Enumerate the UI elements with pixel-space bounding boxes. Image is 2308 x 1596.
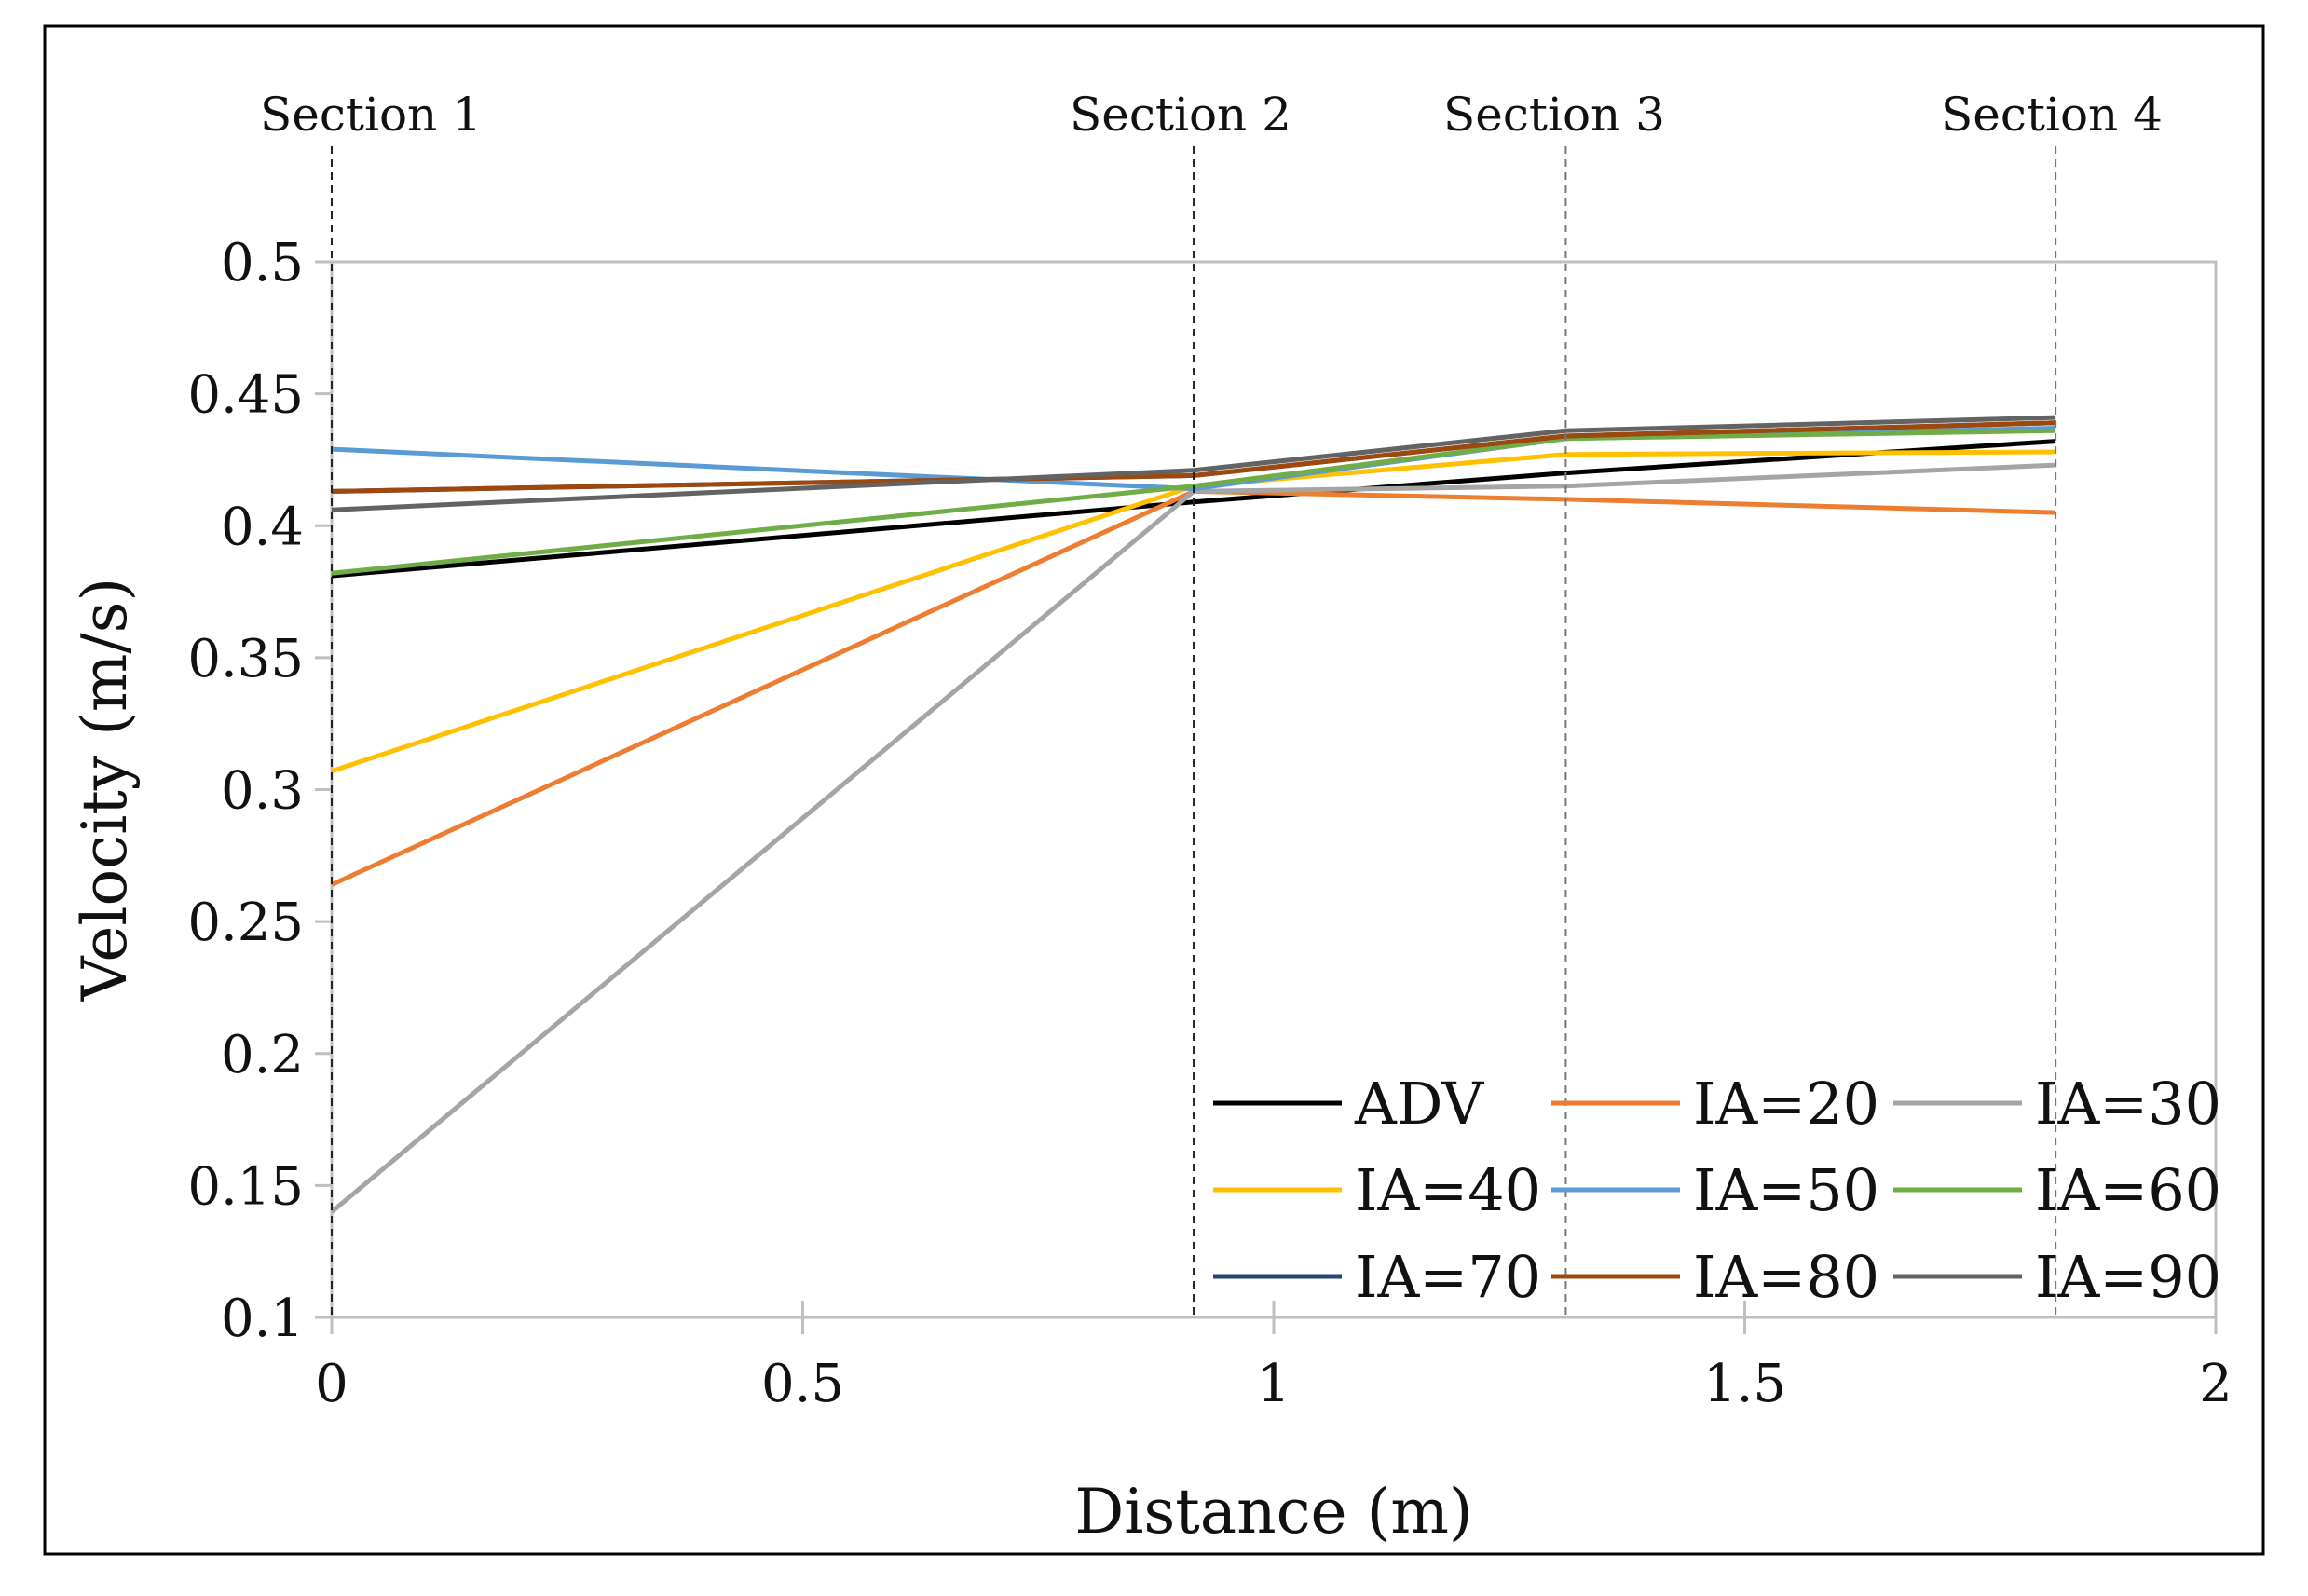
y-tick-label: 0.35 bbox=[187, 629, 304, 689]
x-tick-label: 1.5 bbox=[1703, 1354, 1786, 1414]
legend-label-ia-60: IA=60 bbox=[2035, 1156, 2221, 1224]
section-label-4: Section 4 bbox=[1941, 88, 2163, 142]
series-line-ia-20 bbox=[330, 488, 2056, 887]
series-line-ia-90 bbox=[331, 415, 2056, 512]
y-axis-ticks: 0.1 0.15 0.2 0.25 0.3 0.35 0.4 0.45 0.5 bbox=[187, 233, 332, 1349]
section-label-3: Section 3 bbox=[1443, 88, 1665, 142]
legend-label-ia-30: IA=30 bbox=[2035, 1070, 2221, 1138]
series-lines bbox=[330, 415, 2056, 1214]
y-tick-label: 0.15 bbox=[187, 1156, 304, 1217]
series-line-ia-40 bbox=[331, 449, 2056, 774]
y-tick-label: 0.25 bbox=[187, 893, 304, 953]
series-line-ia-80 bbox=[331, 420, 2056, 494]
x-tick-label: 0 bbox=[315, 1354, 348, 1414]
legend-label-adv: ADV bbox=[1354, 1070, 1484, 1138]
legend-label-ia-50: IA=50 bbox=[1693, 1156, 1879, 1224]
y-tick-label: 0.2 bbox=[221, 1025, 304, 1085]
x-axis-title: Distance (m) bbox=[1074, 1476, 1472, 1548]
legend-label-ia-80: IA=80 bbox=[1693, 1243, 1879, 1311]
series-line-ia-60 bbox=[331, 428, 2056, 576]
figure-frame bbox=[43, 24, 2265, 1556]
legend-label-ia-90: IA=90 bbox=[2035, 1243, 2221, 1311]
legend-label-ia-40: IA=40 bbox=[1355, 1156, 1541, 1224]
x-axis-ticks: 0 0.5 1 1.5 2 bbox=[315, 1301, 2233, 1414]
x-tick-label: 0.5 bbox=[761, 1354, 844, 1414]
x-tick-label: 1 bbox=[1257, 1354, 1291, 1414]
x-tick-label: 2 bbox=[2199, 1354, 2233, 1414]
legend-label-ia-70: IA=70 bbox=[1355, 1243, 1541, 1311]
legend-label-ia-20: IA=20 bbox=[1693, 1070, 1879, 1138]
series-line-ia-30 bbox=[330, 462, 2056, 1214]
section-label-2: Section 2 bbox=[1070, 88, 1291, 142]
section-label-1: Section 1 bbox=[260, 88, 482, 142]
y-tick-label: 0.1 bbox=[221, 1289, 304, 1349]
y-tick-label: 0.45 bbox=[187, 365, 304, 426]
y-tick-label: 0.3 bbox=[221, 761, 304, 822]
section-markers: Section 1 Section 2 Section 3 Section 4 bbox=[260, 88, 2163, 1317]
y-tick-label: 0.5 bbox=[221, 233, 304, 293]
y-axis-title: Velocity (m/s) bbox=[69, 578, 141, 1003]
legend: ADV IA=20 IA=30 IA=40 IA=50 IA=60 IA=70 IA=80 IA… bbox=[1213, 1070, 2221, 1311]
y-tick-label: 0.4 bbox=[221, 497, 304, 557]
